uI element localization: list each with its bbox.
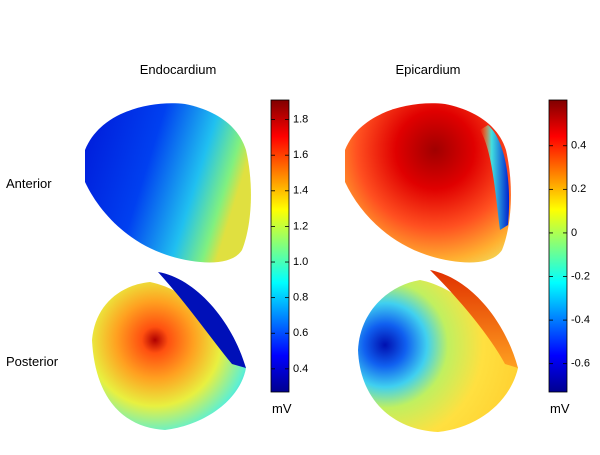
tick-label: 0.4 [293,363,308,375]
heart-flap [158,272,246,368]
colorbar [548,99,568,393]
heart-map [345,103,511,263]
colorbar-unit: mV [550,401,570,416]
tick-label: 0.8 [293,292,308,304]
column-title: Endocardium [140,62,217,77]
heart-map [85,103,251,263]
tick-label: 1.2 [293,220,308,232]
tick-label: 1.4 [293,185,308,197]
tick-label: 0.2 [571,183,586,195]
tick-label: -0.6 [571,358,590,370]
tick-label: 1.0 [293,256,308,268]
tick-label: -0.2 [571,270,590,282]
heart-map [92,282,246,430]
tick-label: 1.8 [293,113,308,125]
tick-label: 0.4 [571,140,586,152]
tick-label: -0.4 [571,314,590,326]
tick-label: 0 [571,227,577,239]
heart-flap [430,270,518,368]
heart-map [358,280,518,432]
heart-streak [480,125,510,230]
row-label: Posterior [6,354,59,369]
colorbar [270,99,290,393]
row-label: Anterior [6,176,52,191]
tick-label: 1.6 [293,149,308,161]
colorbar-unit: mV [272,401,292,416]
tick-label: 0.6 [293,327,308,339]
column-title: Epicardium [395,62,460,77]
